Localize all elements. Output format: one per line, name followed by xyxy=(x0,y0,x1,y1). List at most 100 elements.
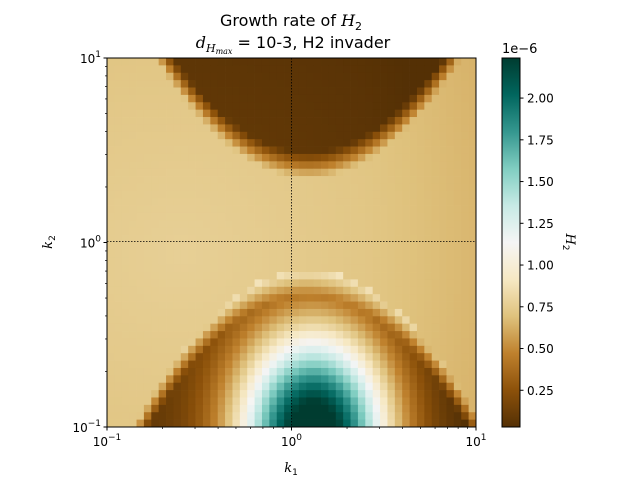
heatmap-cell xyxy=(343,360,351,369)
colorbar-label: H2 xyxy=(560,232,577,250)
heatmap-cell xyxy=(121,168,130,177)
heatmap-cell xyxy=(424,212,433,221)
heatmap-cell xyxy=(453,272,462,280)
heatmap-cell xyxy=(276,382,285,391)
heatmap-cell xyxy=(254,360,263,369)
heatmap-cell xyxy=(468,205,477,214)
heatmap-cell xyxy=(114,360,123,369)
heatmap-cell xyxy=(239,94,248,103)
heatmap-cell xyxy=(431,338,440,347)
heatmap-cell xyxy=(321,397,329,406)
heatmap-cell xyxy=(121,382,130,391)
heatmap-cell xyxy=(372,205,381,214)
heatmap-cell xyxy=(350,316,359,325)
heatmap-cell xyxy=(276,338,285,347)
heatmap-cell xyxy=(121,80,130,88)
heatmap-cell xyxy=(298,58,307,66)
heatmap-cell xyxy=(151,87,160,96)
heatmap-cell xyxy=(335,161,344,170)
heatmap-cell xyxy=(321,168,329,177)
heatmap-cell xyxy=(313,109,322,118)
heatmap-cell xyxy=(269,131,278,140)
heatmap-cell xyxy=(439,190,447,199)
heatmap-cell xyxy=(180,131,189,140)
heatmap-cell xyxy=(136,272,145,280)
heatmap-cell xyxy=(343,382,351,391)
heatmap-cell xyxy=(107,168,115,177)
heatmap-cell xyxy=(328,345,337,354)
heatmap-cell xyxy=(261,412,270,420)
heatmap-cell xyxy=(350,198,359,206)
heatmap-cell xyxy=(380,323,388,332)
heatmap-cell xyxy=(453,235,462,243)
heatmap-cell xyxy=(343,65,351,74)
heatmap-cell xyxy=(372,279,381,288)
heatmap-cell xyxy=(409,286,418,295)
heatmap-cell xyxy=(394,286,403,295)
heatmap-cell xyxy=(306,301,314,310)
heatmap-cell xyxy=(239,205,248,214)
heatmap-cell xyxy=(188,419,196,428)
heatmap-cell xyxy=(453,58,462,66)
heatmap-cell xyxy=(254,190,263,199)
heatmap-cell xyxy=(468,412,477,420)
heatmap-cell xyxy=(202,331,211,339)
heatmap-cell xyxy=(357,360,366,369)
heatmap-cell xyxy=(188,146,196,155)
heatmap-cell xyxy=(276,205,285,214)
heatmap-cell xyxy=(136,294,145,302)
heatmap-cell xyxy=(409,316,418,325)
heatmap-cell xyxy=(343,139,351,147)
heatmap-cell xyxy=(254,404,263,413)
heatmap-cell xyxy=(254,198,263,206)
heatmap-cell xyxy=(121,183,130,192)
heatmap-cell xyxy=(166,397,174,406)
heatmap-cell xyxy=(239,80,248,88)
heatmap-cell xyxy=(298,360,307,369)
heatmap-cell xyxy=(416,301,425,310)
heatmap-cell xyxy=(380,353,388,361)
heatmap-cell xyxy=(143,272,152,280)
heatmap-cell xyxy=(276,94,285,103)
heatmap-cell xyxy=(239,153,248,162)
heatmap-cell xyxy=(254,124,263,133)
heatmap-cell xyxy=(365,161,374,170)
heatmap-cell xyxy=(188,375,196,384)
heatmap-cell xyxy=(387,190,396,199)
heatmap-cell xyxy=(306,109,314,118)
heatmap-cell xyxy=(298,117,307,125)
heatmap-cell xyxy=(461,168,469,177)
y-axis-label: k2 xyxy=(41,235,58,249)
heatmap-cell xyxy=(269,286,278,295)
heatmap-cell xyxy=(387,375,396,384)
heatmap-cell xyxy=(402,382,410,391)
heatmap-cell xyxy=(254,72,263,81)
heatmap-cell xyxy=(151,212,160,221)
heatmap-cell xyxy=(439,72,447,81)
heatmap-cell xyxy=(107,65,115,74)
heatmap-cell xyxy=(254,235,263,243)
heatmap-cell xyxy=(291,72,300,81)
heatmap-cell xyxy=(446,367,455,376)
heatmap-cell xyxy=(328,176,337,184)
heatmap-cell xyxy=(468,331,477,339)
heatmap-cell xyxy=(335,220,344,229)
heatmap-cell xyxy=(225,58,233,66)
heatmap-cell xyxy=(180,249,189,258)
heatmap-cell xyxy=(247,212,255,221)
heatmap-cell xyxy=(202,153,211,162)
heatmap-cell xyxy=(158,117,167,125)
heatmap-cell xyxy=(121,176,130,184)
heatmap-cell xyxy=(107,301,115,310)
heatmap-cell xyxy=(350,382,359,391)
heatmap-cell xyxy=(402,80,410,88)
heatmap-cell xyxy=(402,360,410,369)
heatmap-cell xyxy=(343,131,351,140)
heatmap-cell xyxy=(129,331,137,339)
heatmap-cell xyxy=(129,404,137,413)
heatmap-cell xyxy=(195,117,204,125)
heatmap-cell xyxy=(276,227,285,236)
heatmap-cell xyxy=(306,404,314,413)
heatmap-cell xyxy=(143,242,152,251)
heatmap-cell xyxy=(343,264,351,273)
